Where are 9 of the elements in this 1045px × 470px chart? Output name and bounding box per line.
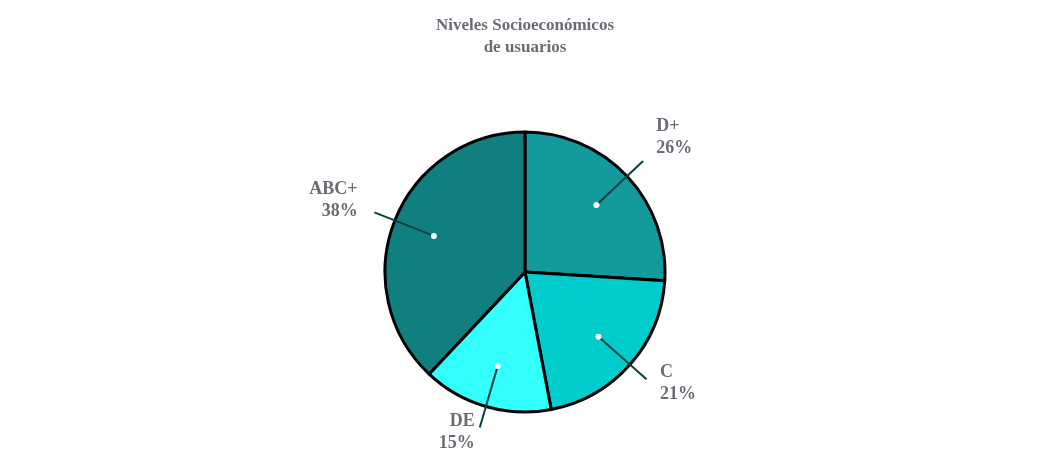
data-label: 21% (660, 383, 697, 404)
slice-label: ABC+ (309, 178, 358, 199)
chart-title: Niveles Socioeconómicos de usuarios (436, 15, 615, 56)
data-label: 26% (656, 137, 693, 158)
data-label: 15% (438, 432, 475, 453)
data-label: 38% (321, 200, 358, 221)
slice-label: C (660, 361, 674, 382)
slice-label: DE (449, 410, 475, 431)
slice-label: D+ (656, 115, 680, 136)
